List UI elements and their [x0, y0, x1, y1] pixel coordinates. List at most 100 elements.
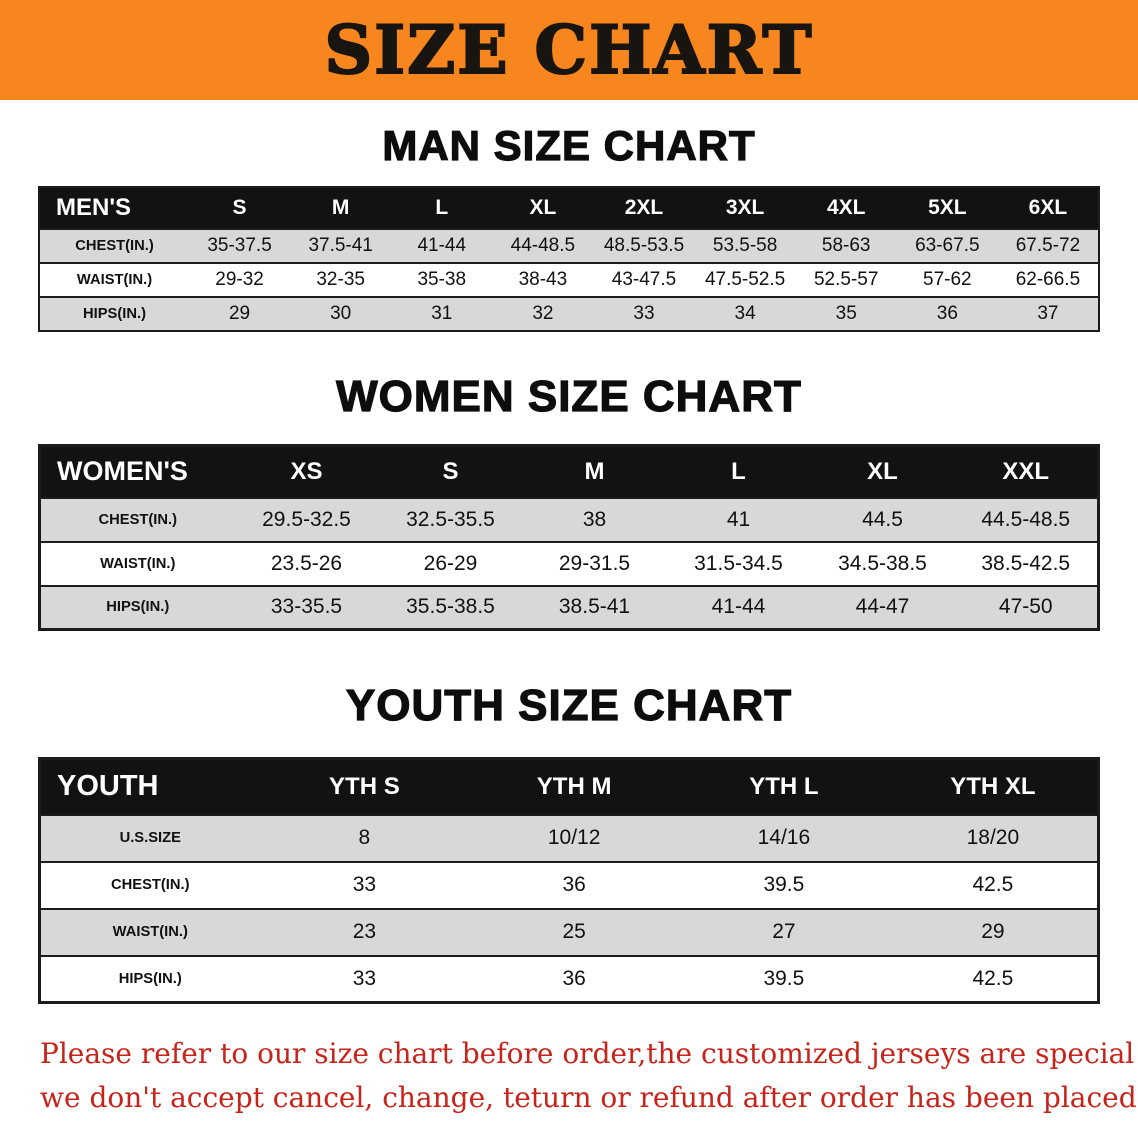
column-header: M — [331, 196, 350, 219]
disclaimer-line-1: Please refer to our size chart before or… — [40, 1037, 1138, 1070]
men-size-chart-section: MAN SIZE CHART MEN'S S M L XL 2XL 3XL 4XL 5XL 6XL… — [0, 121, 1138, 332]
table-row: CHEST(IN.) 29.5-32.5 32.5-35.5 38 41 44.5 44.5… — [39, 497, 1099, 542]
table-cell: 62-66.5 — [1015, 269, 1081, 290]
table-cell: 47-50 — [998, 595, 1053, 619]
column-header: 3XL — [725, 196, 765, 219]
table-cell: 37 — [1037, 303, 1059, 324]
table-row: HIPS(IN.) 33-35.5 35.5-38.5 38.5-41 41-44 44-… — [39, 585, 1099, 630]
table-cell: 30 — [330, 303, 352, 324]
column-header: XL — [867, 457, 898, 485]
table-cell: 44-48.5 — [510, 235, 576, 256]
table-cell: 42.5 — [972, 873, 1014, 896]
table-corner-label: WOMEN'S — [57, 456, 188, 487]
table-cell: 33-35.5 — [270, 595, 343, 619]
table-cell: 63-67.5 — [915, 235, 980, 256]
table-cell: 33 — [352, 873, 377, 896]
disclaimer-note: Please refer to our size chart before or… — [40, 1032, 1138, 1120]
table-cell: 29 — [228, 303, 251, 324]
column-header: L — [731, 457, 746, 485]
table-row: HIPS(IN.) 33 36 39.5 42.5 — [39, 955, 1099, 1003]
table-cell: 41-44 — [711, 595, 766, 619]
table-cell: 32 — [532, 303, 554, 324]
banner-title: SIZE CHART — [324, 11, 814, 89]
table-cell: 44-47 — [855, 595, 910, 619]
table-cell: 26-29 — [423, 551, 478, 575]
row-label: WAIST(IN.) — [112, 924, 188, 940]
table-cell: 8 — [358, 826, 371, 849]
row-label: WAIST(IN.) — [100, 555, 176, 572]
table-row: U.S.SIZE 8 10/12 14/16 18/20 — [39, 814, 1099, 862]
table-cell: 67.5-72 — [1015, 235, 1081, 256]
table-cell: 31.5-34.5 — [694, 551, 783, 575]
row-label: HIPS(IN.) — [118, 970, 182, 987]
column-header: 5XL — [928, 196, 967, 219]
table-row: CHEST(IN.) 33 36 39.5 42.5 — [39, 861, 1099, 909]
table-cell: 47.5-52.5 — [704, 269, 786, 290]
youth-size-chart-section: YOUTH SIZE CHART YOUTH YTH S YTH M YTH L YTH… — [0, 680, 1138, 1004]
table-cell: 36 — [936, 303, 958, 324]
youth-section-heading: YOUTH SIZE CHART — [345, 680, 793, 730]
table-cell: 43-47.5 — [611, 269, 677, 290]
table-cell: 44.5-48.5 — [981, 507, 1071, 531]
table-corner-label: MEN'S — [56, 194, 132, 221]
table-cell: 31 — [431, 303, 453, 324]
column-header: 6XL — [1028, 196, 1068, 219]
table-header-row: MEN'S S M L XL 2XL 3XL 4XL 5XL 6XL — [39, 187, 1099, 229]
column-header: XXL — [1002, 457, 1050, 485]
row-label: CHEST(IN.) — [75, 238, 154, 254]
table-cell: 38.5-41 — [558, 595, 631, 619]
column-header: YTH M — [536, 772, 612, 800]
table-cell: 39.5 — [763, 873, 805, 896]
table-cell: 29 — [981, 920, 1005, 943]
row-label: WAIST(IN.) — [76, 272, 153, 288]
table-cell: 58-63 — [821, 235, 871, 256]
row-label: HIPS(IN.) — [106, 599, 170, 616]
row-label: CHEST(IN.) — [98, 511, 178, 528]
women-section-heading: WOMEN SIZE CHART — [336, 371, 802, 421]
table-cell: 29-31.5 — [558, 551, 631, 575]
men-section-heading: MAN SIZE CHART — [382, 121, 756, 169]
table-cell: 23.5-26 — [270, 551, 343, 575]
table-cell: 38.5-42.5 — [981, 551, 1071, 575]
table-row: WAIST(IN.) 23.5-26 26-29 29-31.5 31.5-34.5 34… — [39, 541, 1099, 586]
table-cell: 10/12 — [547, 826, 601, 849]
women-size-chart-section: WOMEN SIZE CHART WOMEN'S XS S M L XL XXL CHEST(… — [0, 371, 1138, 631]
table-cell: 32-35 — [316, 269, 365, 290]
table-cell: 34.5-38.5 — [838, 551, 927, 575]
column-header: 2XL — [624, 196, 664, 219]
column-header: L — [435, 196, 449, 219]
column-header: YTH XL — [950, 772, 1036, 800]
table-cell: 35 — [835, 303, 857, 324]
table-cell: 23 — [352, 920, 377, 943]
table-cell: 25 — [562, 920, 586, 943]
table-cell: 36 — [562, 966, 586, 990]
row-label: U.S.SIZE — [119, 830, 181, 846]
disclaimer-line-2: we don't accept cancel, change, teturn o… — [40, 1081, 1138, 1114]
table-row: CHEST(IN.) 35-37.5 37.5-41 41-44 44-48.5 48.5… — [39, 229, 1099, 263]
table-cell: 38 — [582, 507, 607, 531]
column-header: XS — [290, 457, 323, 485]
table-row: WAIST(IN.) 23 25 27 29 — [39, 908, 1099, 956]
table-cell: 42.5 — [972, 966, 1014, 990]
table-cell: 36 — [562, 873, 586, 896]
table-cell: 35-37.5 — [207, 235, 272, 256]
table-cell: 53.5-58 — [712, 235, 778, 256]
size-chart-banner: SIZE CHART — [0, 0, 1138, 100]
table-cell: 29-32 — [215, 269, 264, 290]
table-cell: 41-44 — [417, 235, 467, 256]
table-cell: 33 — [352, 966, 377, 990]
column-header: YTH S — [329, 772, 400, 800]
column-header: XL — [529, 196, 557, 219]
table-cell: 18/20 — [966, 826, 1020, 849]
women-size-table: WOMEN'S XS S M L XL XXL CHEST(IN.) 29.5-32.5 32.5… — [38, 444, 1100, 631]
column-header: YTH L — [749, 772, 819, 800]
table-cell: 38-43 — [518, 269, 568, 290]
column-header: S — [232, 196, 247, 219]
table-cell: 44.5 — [862, 507, 903, 531]
youth-size-table: YOUTH YTH S YTH M YTH L YTH XL U.S.SIZE 8 10/12… — [38, 757, 1100, 1004]
table-cell: 14/16 — [757, 826, 811, 849]
men-size-table: MEN'S S M L XL 2XL 3XL 4XL 5XL 6XL CHEST(IN.) 35-37… — [38, 186, 1100, 332]
row-label: HIPS(IN.) — [83, 306, 146, 322]
table-header-row: YOUTH YTH S YTH M YTH L YTH XL — [39, 758, 1099, 815]
table-cell: 37.5-41 — [308, 235, 373, 256]
